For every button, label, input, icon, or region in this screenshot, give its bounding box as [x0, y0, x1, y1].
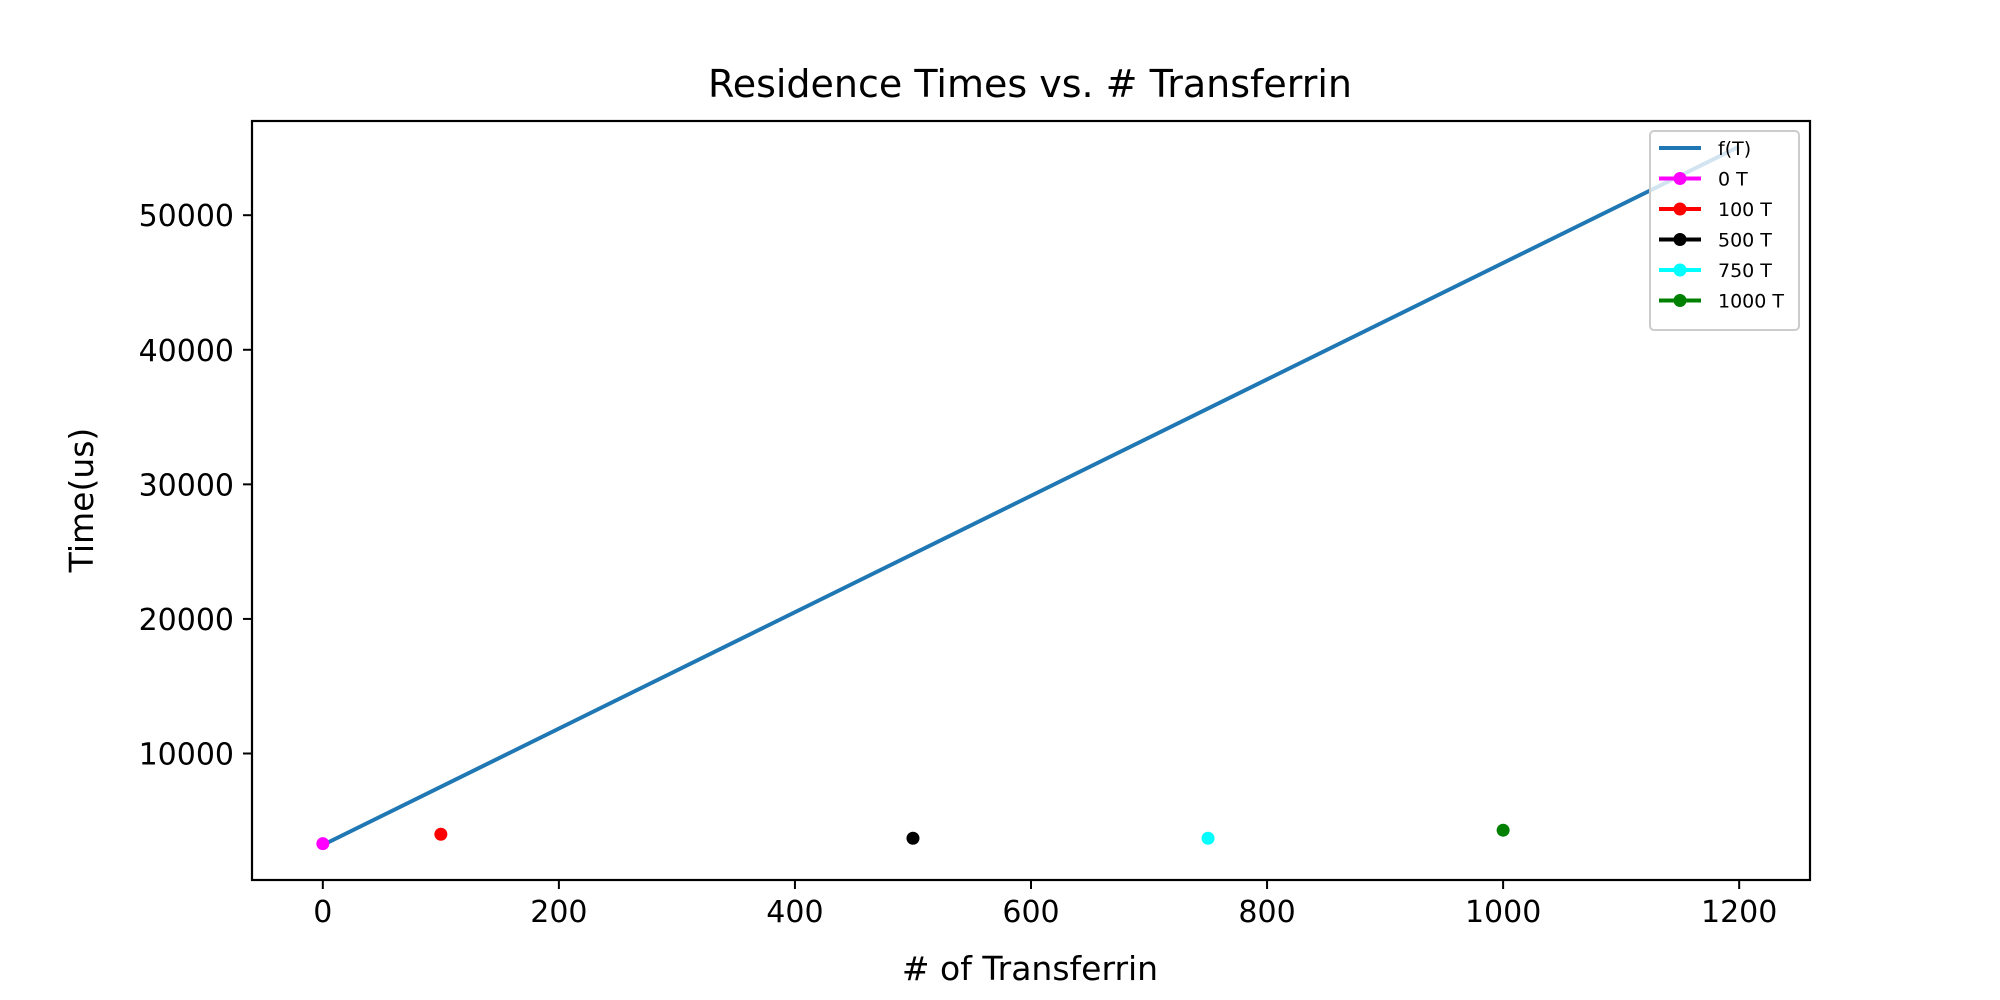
legend-swatch-marker — [1673, 172, 1687, 185]
legend-swatch-marker — [1673, 294, 1687, 307]
data-point — [434, 827, 448, 841]
legend-entry: 500 T — [1718, 230, 1772, 252]
legend-entry: 100 T — [1718, 199, 1772, 221]
y-tick-label: 40000 — [139, 334, 234, 369]
x-tick-label: 400 — [766, 895, 823, 930]
x-axis-label: # of Transferrin — [902, 949, 1158, 988]
y-tick-label: 20000 — [139, 603, 234, 638]
y-tick-label: 50000 — [139, 199, 234, 234]
legend-entry: 1000 T — [1718, 291, 1784, 313]
legend-swatch-marker — [1673, 202, 1687, 216]
x-tick-label: 200 — [530, 895, 587, 930]
plot-area — [316, 144, 1741, 851]
data-point — [1496, 823, 1510, 837]
y-axis-label: Time(us) — [62, 428, 101, 574]
legend-entry: f(T) — [1718, 138, 1751, 160]
legend-entry: 0 T — [1718, 169, 1748, 191]
data-point — [316, 837, 330, 851]
x-tick-label: 1200 — [1701, 895, 1777, 930]
x-tick-label: 0 — [313, 895, 332, 930]
data-point — [1201, 831, 1215, 845]
y-tick-label: 10000 — [139, 738, 234, 773]
series-line-f-t — [321, 144, 1741, 847]
legend-box — [1649, 130, 1800, 331]
legend: f(T) 0 T 100 T 500 T 750 T 1000 T — [1649, 130, 1800, 331]
x-tick-label: 1000 — [1465, 895, 1541, 930]
chart-title: Residence Times vs. # Transferrin — [708, 62, 1352, 106]
x-tick-label: 800 — [1238, 895, 1295, 930]
legend-entry: 750 T — [1718, 260, 1772, 282]
x-tick-label: 600 — [1002, 895, 1059, 930]
y-tick-label: 30000 — [139, 468, 234, 503]
data-point — [906, 831, 920, 845]
legend-swatch-marker — [1673, 233, 1687, 246]
legend-swatch-marker — [1673, 263, 1687, 277]
